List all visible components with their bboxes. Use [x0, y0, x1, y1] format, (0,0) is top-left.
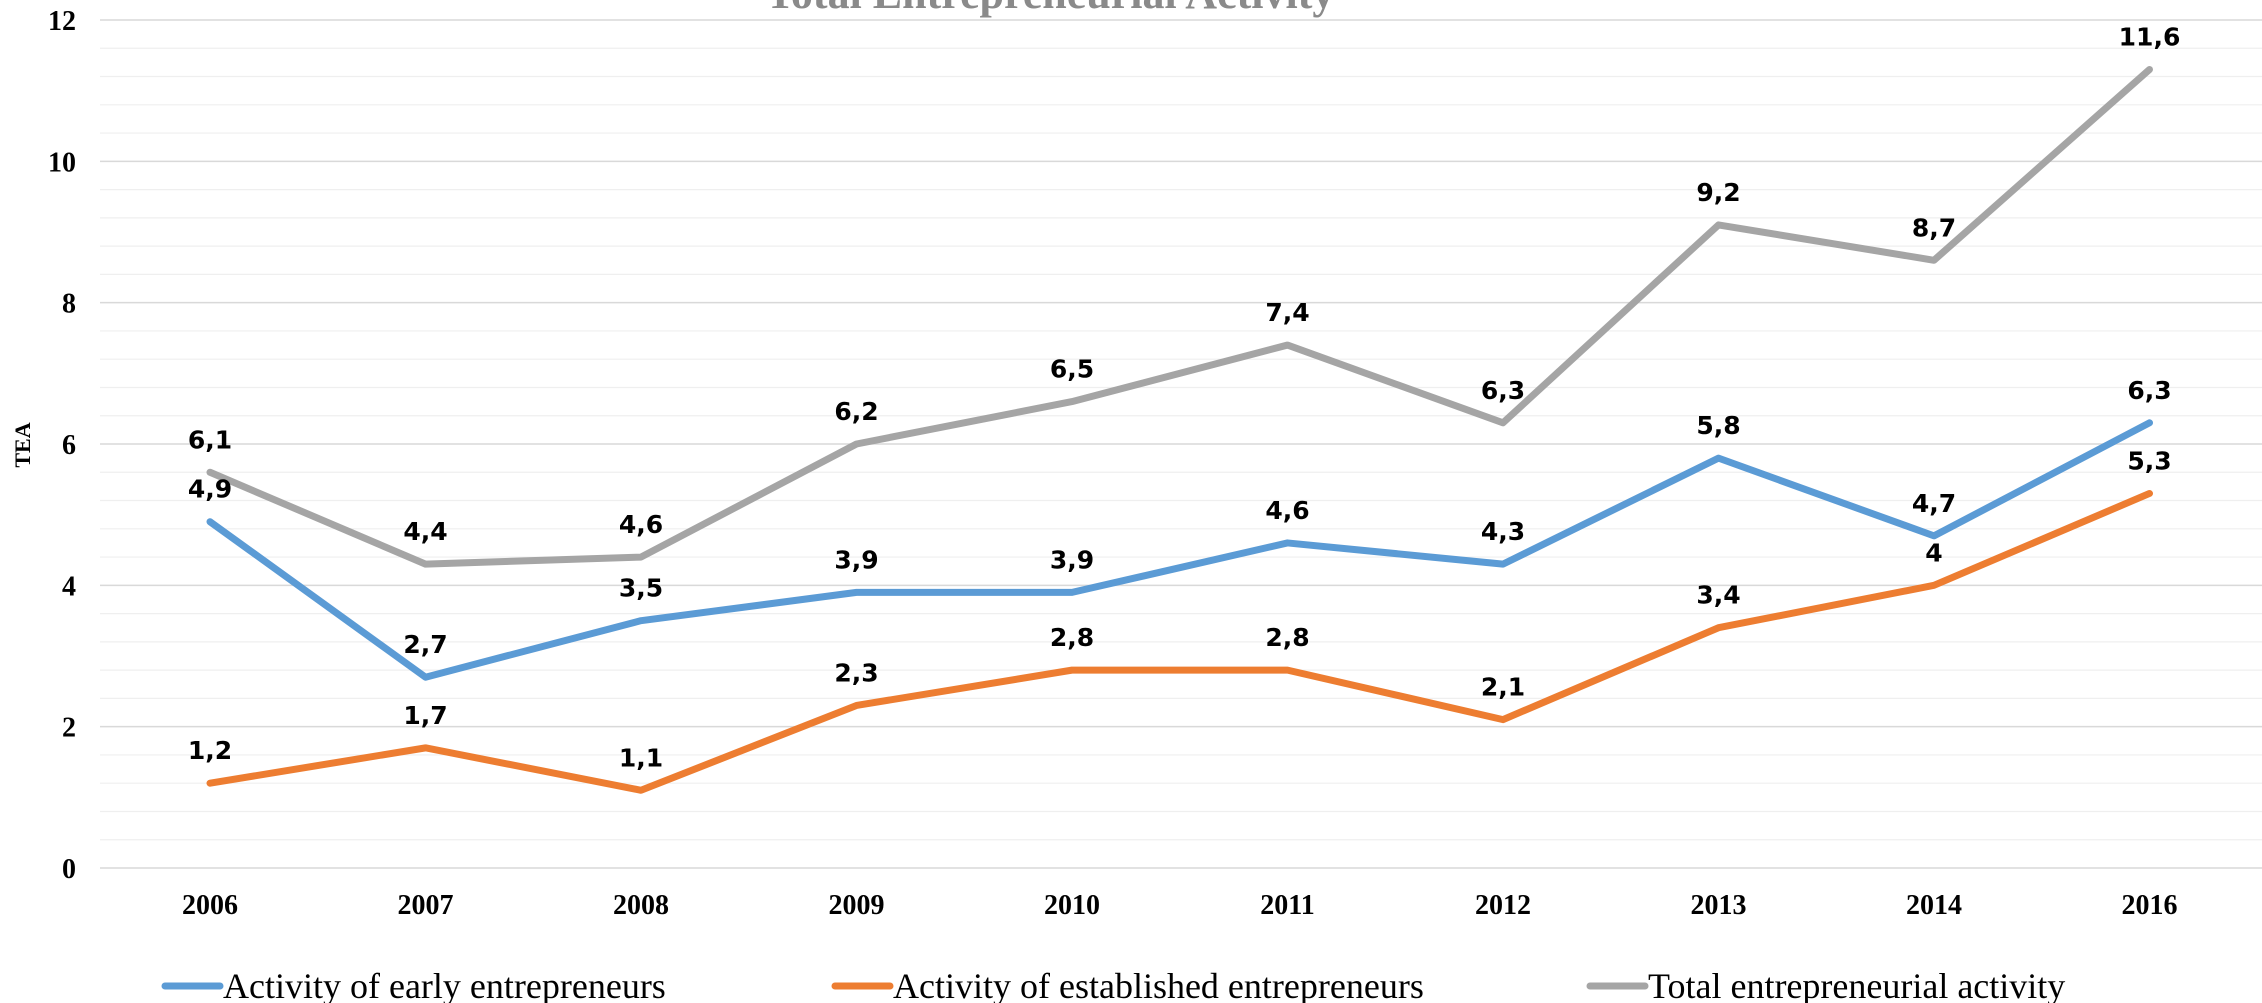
data-label: 3,9 — [834, 545, 878, 574]
x-tick-label: 2006 — [182, 890, 238, 921]
data-label: 4,3 — [1481, 517, 1525, 546]
data-label: 2,3 — [834, 658, 878, 687]
data-label: 3,9 — [1050, 545, 1094, 574]
legend-item: Activity of early entrepreneurs — [161, 966, 666, 1003]
data-label: 11,6 — [2119, 22, 2181, 51]
y-axis-ticks: 0 2 4 6 8 10 12 — [48, 6, 76, 885]
y-axis-label: TEA — [10, 422, 35, 467]
data-label: 2,8 — [1050, 623, 1094, 652]
legend-item: Total entrepreneurial activity — [1586, 966, 2065, 1003]
series-layer — [206, 65, 2153, 794]
x-tick-label: 2007 — [398, 890, 454, 921]
x-tick-label: 2012 — [1475, 890, 1531, 921]
data-label: 2,8 — [1265, 623, 1309, 652]
data-label: 3,5 — [619, 574, 663, 603]
legend-label: Total entrepreneurial activity — [1648, 966, 2065, 1003]
series-line — [206, 419, 2153, 681]
y-tick-label: 10 — [48, 147, 76, 178]
data-label: 7,4 — [1265, 298, 1309, 327]
data-label: 5,3 — [2127, 446, 2171, 475]
x-tick-label: 2016 — [2122, 890, 2178, 921]
y-tick-label: 2 — [62, 713, 76, 744]
data-label: 9,2 — [1696, 178, 1740, 207]
data-label: 1,7 — [403, 701, 447, 730]
y-tick-label: 0 — [62, 854, 76, 885]
x-tick-label: 2010 — [1044, 890, 1100, 921]
data-label: 4,6 — [619, 510, 663, 539]
x-tick-label: 2011 — [1260, 890, 1314, 921]
y-tick-label: 6 — [62, 430, 76, 461]
data-label: 6,5 — [1050, 355, 1094, 384]
legend-item: Activity of established entrepreneurs — [831, 966, 1424, 1003]
y-tick-label: 4 — [62, 571, 76, 602]
grid-layer — [100, 19, 2262, 869]
y-tick-label: 12 — [48, 6, 76, 37]
x-tick-label: 2013 — [1691, 890, 1747, 921]
data-label: 5,8 — [1696, 411, 1740, 440]
y-tick-label: 8 — [62, 289, 76, 320]
data-label: 6,3 — [2127, 376, 2171, 405]
data-label: 2,1 — [1481, 673, 1525, 702]
legend-label: Activity of early entrepreneurs — [223, 966, 666, 1003]
legend-label: Activity of established entrepreneurs — [893, 966, 1424, 1003]
data-label: 6,3 — [1481, 376, 1525, 405]
x-tick-label: 2009 — [829, 890, 885, 921]
series-line — [206, 65, 2153, 568]
data-label: 4 — [1925, 538, 1942, 567]
data-label: 8,7 — [1912, 213, 1956, 242]
data-label: 4,9 — [188, 475, 232, 504]
data-label: 4,7 — [1912, 489, 1956, 518]
data-label: 4,4 — [403, 517, 447, 546]
data-labels: 4,9 2,7 3,5 3,9 3,9 4,6 4,3 5,8 4,7 6,3 1,2 1,7 1,1 2… — [188, 22, 2180, 772]
data-label: 1,2 — [188, 736, 232, 765]
legend: Activity of early entrepreneurs Activity … — [161, 966, 2065, 1003]
data-label: 2,7 — [403, 630, 447, 659]
data-label: 6,2 — [834, 397, 878, 426]
x-axis-ticks: 2006 2007 2008 2009 2010 2011 2012 2013 2014 2016 — [182, 890, 2178, 921]
data-label: 6,1 — [188, 425, 232, 454]
chart-title: Total Entrepreneurial Activity — [766, 0, 1335, 18]
x-tick-label: 2014 — [1906, 890, 1962, 921]
data-label: 4,6 — [1265, 496, 1309, 525]
data-label: 1,1 — [619, 743, 663, 772]
x-tick-label: 2008 — [613, 890, 669, 921]
data-label: 3,4 — [1696, 581, 1740, 610]
series-line — [206, 489, 2153, 794]
